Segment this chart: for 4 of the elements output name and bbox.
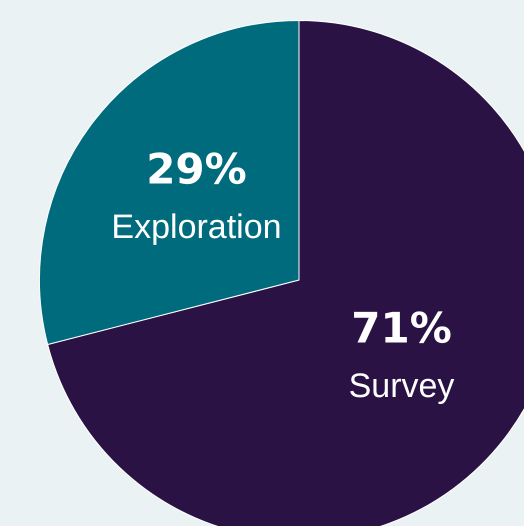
data-label: 29% [146, 144, 247, 194]
data-label: 71% [351, 303, 452, 352]
slice-label: Exploration [111, 208, 282, 246]
slice-label: Survey [348, 366, 454, 405]
